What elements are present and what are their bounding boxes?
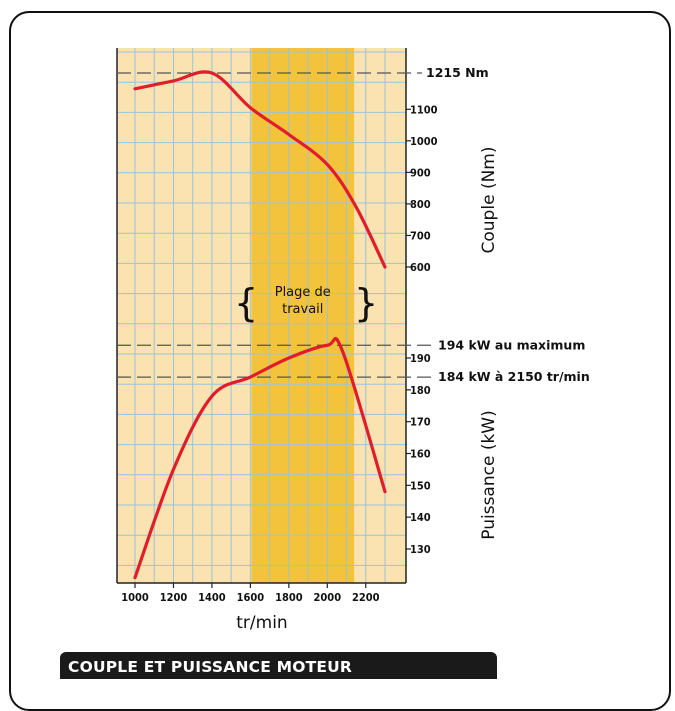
grid — [117, 48, 406, 583]
torque-tick-label: 1000 — [410, 135, 438, 148]
x-tick-label: 1200 — [160, 591, 188, 604]
torque-curve — [133, 70, 387, 269]
x-tick-label: 2000 — [314, 591, 342, 604]
figure: 1000 1200 1400 1600 1800 2000 2200 600 700 800 90… — [9, 11, 671, 711]
power-curve — [133, 337, 387, 580]
power-2150-label: 184 kW à 2150 tr/min — [438, 369, 590, 384]
curves — [133, 70, 387, 580]
working-range-band — [251, 48, 355, 583]
torque-tick-label: 900 — [410, 166, 431, 179]
power-axis-title: Puissance (kW) — [479, 410, 499, 539]
brace-right: } — [354, 281, 378, 325]
x-tick-label: 2200 — [352, 591, 380, 604]
torque-tick-label: 600 — [410, 261, 431, 274]
band-label-line2: travail — [282, 302, 323, 317]
power-tick-label: 170 — [410, 416, 431, 429]
band-label-line1: Plage de — [275, 285, 331, 300]
x-tick-label: 1400 — [198, 591, 226, 604]
torque-tick-label: 800 — [410, 198, 431, 211]
x-tick-labels: 1000 1200 1400 1600 1800 2000 2200 — [121, 583, 380, 604]
power-tick-labels: 130 140 150 160 170 180 190 — [406, 352, 431, 556]
power-tick-label: 140 — [410, 511, 431, 524]
power-max-label: 194 kW au maximum — [438, 337, 585, 352]
torque-tick-label: 700 — [410, 229, 431, 242]
x-tick-label: 1600 — [237, 591, 265, 604]
brace-left: { — [234, 281, 258, 325]
power-tick-label: 160 — [410, 448, 431, 461]
reference-lines — [117, 72, 432, 378]
x-tick-label: 1000 — [121, 591, 149, 604]
power-tick-label: 180 — [410, 384, 431, 397]
power-tick-label: 150 — [410, 479, 431, 492]
power-tick-label: 130 — [410, 543, 431, 556]
power-tick-label: 190 — [410, 352, 431, 365]
figure-caption: COUPLE ET PUISSANCE MOTEUR — [60, 652, 497, 679]
torque-max-label: 1215 Nm — [426, 65, 489, 80]
torque-tick-labels: 600 700 800 900 1000 1100 — [406, 103, 438, 274]
engine-chart: 1000 1200 1400 1600 1800 2000 2200 600 700 800 90… — [116, 48, 590, 633]
torque-axis-title: Couple (Nm) — [479, 147, 499, 254]
torque-tick-label: 1100 — [410, 103, 438, 116]
axis-lines — [116, 48, 407, 584]
x-axis-title: tr/min — [236, 613, 287, 633]
x-tick-label: 1800 — [275, 591, 303, 604]
